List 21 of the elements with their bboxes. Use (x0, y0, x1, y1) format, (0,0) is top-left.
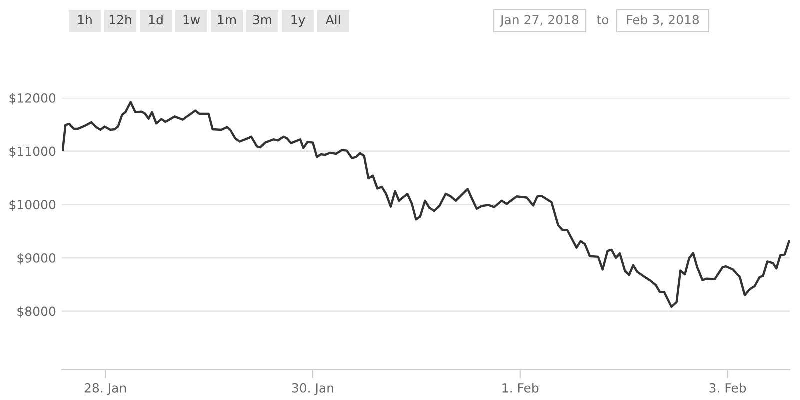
y-tick-label: $11000 (10, 146, 56, 158)
text: All (326, 14, 340, 24)
text: 12h (110, 14, 132, 24)
y-tick-label: $12000 (10, 93, 56, 105)
x-tick-label: 3. Feb (710, 383, 746, 393)
text: 1h (78, 14, 92, 24)
text: 1m (218, 15, 236, 24)
x-tick-label: 30. Jan (292, 383, 334, 396)
text: 1y (292, 15, 306, 28)
y-tick-label: $9000 (18, 253, 56, 265)
y-tick-label: $10000 (10, 200, 56, 212)
text: 1w (184, 15, 200, 24)
text: 3m (253, 15, 272, 25)
line-series (62, 101, 790, 308)
text: 1d (149, 14, 163, 25)
x-tick-label: 1. Feb (502, 383, 539, 393)
x-tick-label: 28. Jan (84, 383, 126, 396)
text: to (597, 16, 609, 25)
text: Feb 3, 2018 (627, 14, 700, 26)
y-tick-label: $8000 (18, 306, 56, 318)
text: Jan 27, 2018 (500, 15, 579, 27)
